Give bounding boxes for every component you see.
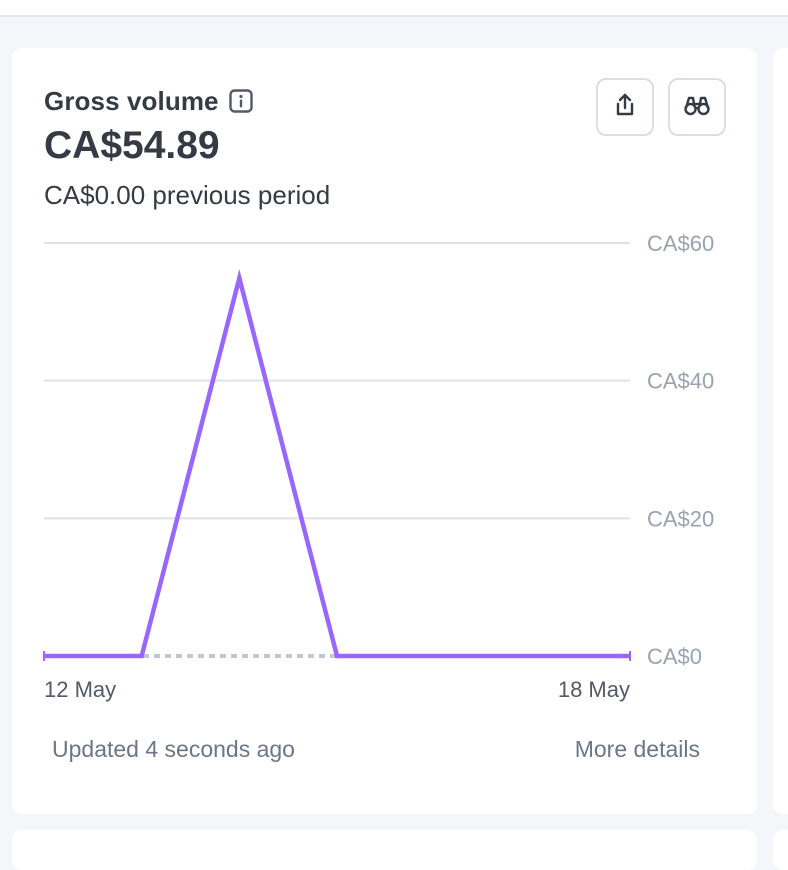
y-tick-label: CA$60 bbox=[647, 231, 714, 256]
gross-volume-line[interactable] bbox=[44, 269, 630, 659]
y-tick-label: CA$20 bbox=[647, 506, 714, 531]
card-title: Gross volume bbox=[44, 85, 219, 116]
card-header: Gross volume bbox=[44, 84, 253, 118]
y-tick-label: CA$0 bbox=[647, 644, 702, 669]
binoculars-icon bbox=[683, 94, 711, 121]
updated-status: Updated 4 seconds ago bbox=[52, 736, 295, 762]
gross-volume-card bbox=[12, 48, 757, 814]
more-details-link[interactable]: More details bbox=[574, 736, 700, 762]
share-export-icon bbox=[614, 93, 636, 122]
info-icon[interactable] bbox=[228, 89, 253, 113]
gross-volume-chart: CA$0 CA$20 CA$40 CA$60 12 May 18 May bbox=[43, 231, 714, 702]
adjacent-card bbox=[773, 48, 788, 814]
explore-button[interactable] bbox=[668, 78, 726, 136]
top-bar bbox=[0, 0, 788, 17]
x-tick-label: 12 May bbox=[44, 677, 116, 702]
x-tick-label: 18 May bbox=[558, 677, 630, 702]
gross-volume-amount: CA$54.89 bbox=[44, 124, 220, 167]
export-button[interactable] bbox=[596, 78, 654, 136]
previous-period-amount: CA$0.00 previous period bbox=[44, 180, 331, 210]
y-tick-label: CA$40 bbox=[647, 369, 714, 394]
